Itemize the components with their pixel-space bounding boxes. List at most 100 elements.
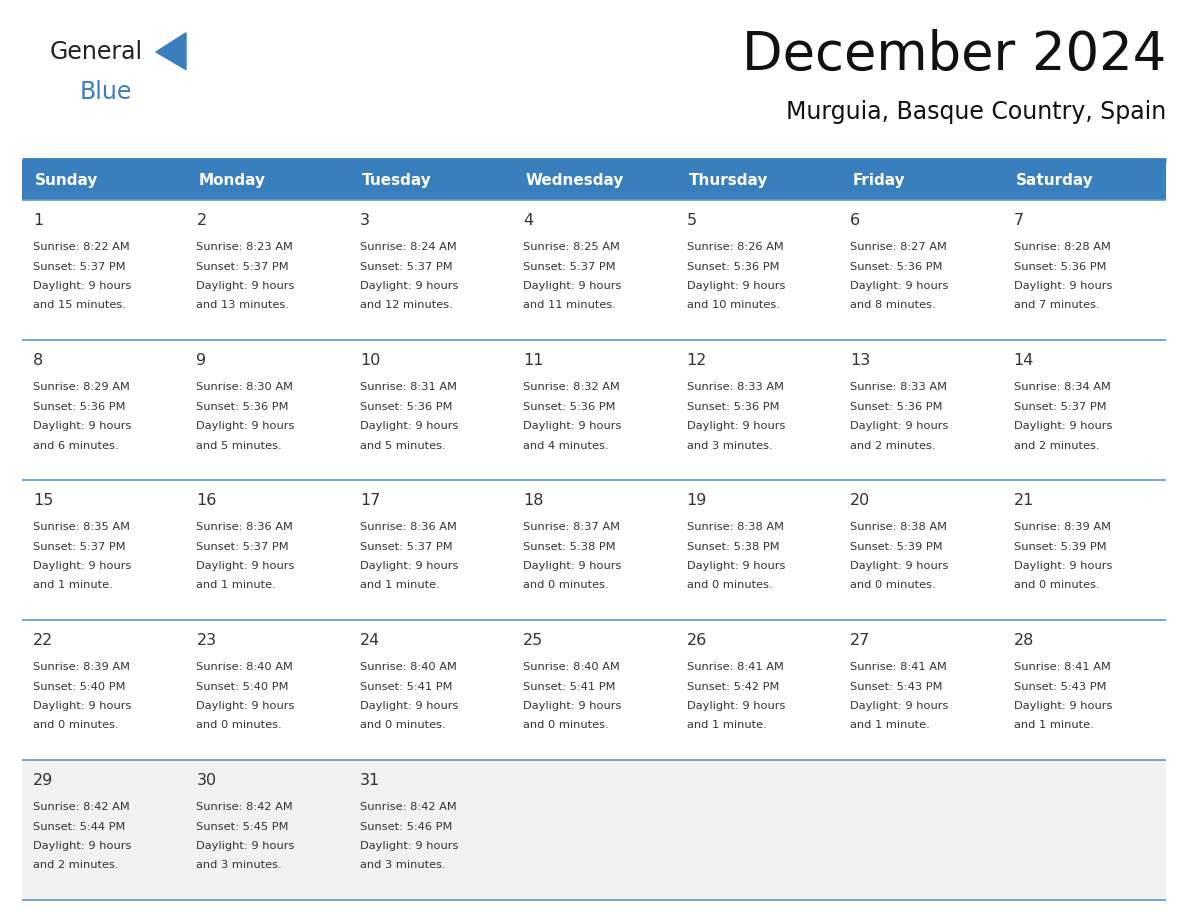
- Text: 28: 28: [1013, 633, 1034, 648]
- Text: Sunrise: 8:25 AM: Sunrise: 8:25 AM: [523, 242, 620, 252]
- Text: Monday: Monday: [198, 173, 265, 187]
- Text: and 13 minutes.: and 13 minutes.: [196, 300, 290, 310]
- Text: Daylight: 9 hours: Daylight: 9 hours: [360, 701, 459, 711]
- Text: and 12 minutes.: and 12 minutes.: [360, 300, 453, 310]
- Text: 15: 15: [33, 493, 53, 508]
- Text: and 1 minute.: and 1 minute.: [851, 721, 930, 731]
- Text: Sunrise: 8:33 AM: Sunrise: 8:33 AM: [851, 382, 947, 392]
- Text: and 1 minute.: and 1 minute.: [360, 580, 440, 590]
- Text: Daylight: 9 hours: Daylight: 9 hours: [851, 281, 948, 291]
- Text: December 2024: December 2024: [741, 29, 1165, 81]
- Text: 10: 10: [360, 353, 380, 368]
- Text: Sunset: 5:42 PM: Sunset: 5:42 PM: [687, 681, 779, 691]
- Text: 23: 23: [196, 633, 216, 648]
- Text: Daylight: 9 hours: Daylight: 9 hours: [33, 281, 132, 291]
- Text: 4: 4: [523, 213, 533, 228]
- Text: 29: 29: [33, 773, 53, 788]
- Text: Sunset: 5:37 PM: Sunset: 5:37 PM: [523, 262, 615, 272]
- Text: Sunset: 5:36 PM: Sunset: 5:36 PM: [523, 401, 615, 411]
- Bar: [676, 760, 839, 900]
- Text: 9: 9: [196, 353, 207, 368]
- Text: Sunrise: 8:27 AM: Sunrise: 8:27 AM: [851, 242, 947, 252]
- Bar: [839, 340, 1003, 480]
- Text: 16: 16: [196, 493, 216, 508]
- Text: Sunset: 5:37 PM: Sunset: 5:37 PM: [360, 262, 453, 272]
- Text: and 0 minutes.: and 0 minutes.: [1013, 580, 1099, 590]
- Text: 22: 22: [33, 633, 53, 648]
- Text: 5: 5: [687, 213, 697, 228]
- Text: Sunset: 5:37 PM: Sunset: 5:37 PM: [33, 542, 126, 552]
- Text: and 5 minutes.: and 5 minutes.: [360, 441, 446, 451]
- Bar: [676, 620, 839, 760]
- Text: Daylight: 9 hours: Daylight: 9 hours: [196, 281, 295, 291]
- Bar: [1003, 620, 1165, 760]
- Text: Sunset: 5:41 PM: Sunset: 5:41 PM: [360, 681, 453, 691]
- Text: Sunset: 5:37 PM: Sunset: 5:37 PM: [360, 542, 453, 552]
- Text: Daylight: 9 hours: Daylight: 9 hours: [851, 421, 948, 431]
- Text: and 2 minutes.: and 2 minutes.: [33, 860, 119, 870]
- Bar: [1003, 760, 1165, 900]
- Text: 21: 21: [1013, 493, 1034, 508]
- Text: and 5 minutes.: and 5 minutes.: [196, 441, 282, 451]
- Bar: [185, 620, 349, 760]
- Bar: [1003, 480, 1165, 620]
- Bar: [839, 200, 1003, 340]
- Bar: [349, 480, 512, 620]
- Bar: [839, 760, 1003, 900]
- Text: Sunset: 5:40 PM: Sunset: 5:40 PM: [33, 681, 126, 691]
- Bar: [512, 760, 676, 900]
- Bar: [185, 480, 349, 620]
- Bar: [185, 200, 349, 340]
- Text: and 1 minute.: and 1 minute.: [1013, 721, 1093, 731]
- Text: 8: 8: [33, 353, 43, 368]
- Text: Sunrise: 8:36 AM: Sunrise: 8:36 AM: [360, 522, 456, 532]
- Text: Sunset: 5:36 PM: Sunset: 5:36 PM: [687, 401, 779, 411]
- Text: 14: 14: [1013, 353, 1034, 368]
- Bar: [185, 160, 349, 200]
- Text: Sunrise: 8:42 AM: Sunrise: 8:42 AM: [360, 802, 456, 812]
- Text: Daylight: 9 hours: Daylight: 9 hours: [1013, 421, 1112, 431]
- Text: Sunset: 5:36 PM: Sunset: 5:36 PM: [687, 262, 779, 272]
- Text: and 0 minutes.: and 0 minutes.: [33, 721, 119, 731]
- Text: Sunrise: 8:31 AM: Sunrise: 8:31 AM: [360, 382, 457, 392]
- Text: Sunset: 5:43 PM: Sunset: 5:43 PM: [1013, 681, 1106, 691]
- Text: Daylight: 9 hours: Daylight: 9 hours: [687, 701, 785, 711]
- Text: and 0 minutes.: and 0 minutes.: [523, 721, 609, 731]
- Text: 17: 17: [360, 493, 380, 508]
- Text: Daylight: 9 hours: Daylight: 9 hours: [1013, 281, 1112, 291]
- Text: 18: 18: [523, 493, 544, 508]
- Text: Daylight: 9 hours: Daylight: 9 hours: [851, 561, 948, 571]
- Text: Daylight: 9 hours: Daylight: 9 hours: [687, 421, 785, 431]
- Text: and 1 minute.: and 1 minute.: [687, 721, 766, 731]
- Text: Sunrise: 8:40 AM: Sunrise: 8:40 AM: [196, 662, 293, 672]
- Text: and 3 minutes.: and 3 minutes.: [360, 860, 446, 870]
- Polygon shape: [156, 33, 187, 70]
- Text: Wednesday: Wednesday: [525, 173, 624, 187]
- Text: Daylight: 9 hours: Daylight: 9 hours: [360, 561, 459, 571]
- Text: and 1 minute.: and 1 minute.: [196, 580, 276, 590]
- Text: Sunrise: 8:40 AM: Sunrise: 8:40 AM: [523, 662, 620, 672]
- Text: Daylight: 9 hours: Daylight: 9 hours: [851, 701, 948, 711]
- Text: Sunrise: 8:26 AM: Sunrise: 8:26 AM: [687, 242, 783, 252]
- Text: 31: 31: [360, 773, 380, 788]
- Text: and 0 minutes.: and 0 minutes.: [196, 721, 282, 731]
- Text: and 1 minute.: and 1 minute.: [33, 580, 113, 590]
- Text: and 4 minutes.: and 4 minutes.: [523, 441, 608, 451]
- Bar: [349, 200, 512, 340]
- Text: and 15 minutes.: and 15 minutes.: [33, 300, 126, 310]
- Text: Sunrise: 8:28 AM: Sunrise: 8:28 AM: [1013, 242, 1111, 252]
- Text: and 3 minutes.: and 3 minutes.: [687, 441, 772, 451]
- Text: 3: 3: [360, 213, 369, 228]
- Text: 24: 24: [360, 633, 380, 648]
- Text: Sunset: 5:40 PM: Sunset: 5:40 PM: [196, 681, 289, 691]
- Text: Sunset: 5:45 PM: Sunset: 5:45 PM: [196, 822, 289, 832]
- Bar: [1003, 340, 1165, 480]
- Text: Daylight: 9 hours: Daylight: 9 hours: [523, 701, 621, 711]
- Text: Daylight: 9 hours: Daylight: 9 hours: [523, 281, 621, 291]
- Text: and 0 minutes.: and 0 minutes.: [851, 580, 936, 590]
- Bar: [676, 160, 839, 200]
- Text: Sunset: 5:37 PM: Sunset: 5:37 PM: [196, 542, 289, 552]
- Text: 25: 25: [523, 633, 544, 648]
- Bar: [839, 480, 1003, 620]
- Text: Sunset: 5:36 PM: Sunset: 5:36 PM: [851, 262, 942, 272]
